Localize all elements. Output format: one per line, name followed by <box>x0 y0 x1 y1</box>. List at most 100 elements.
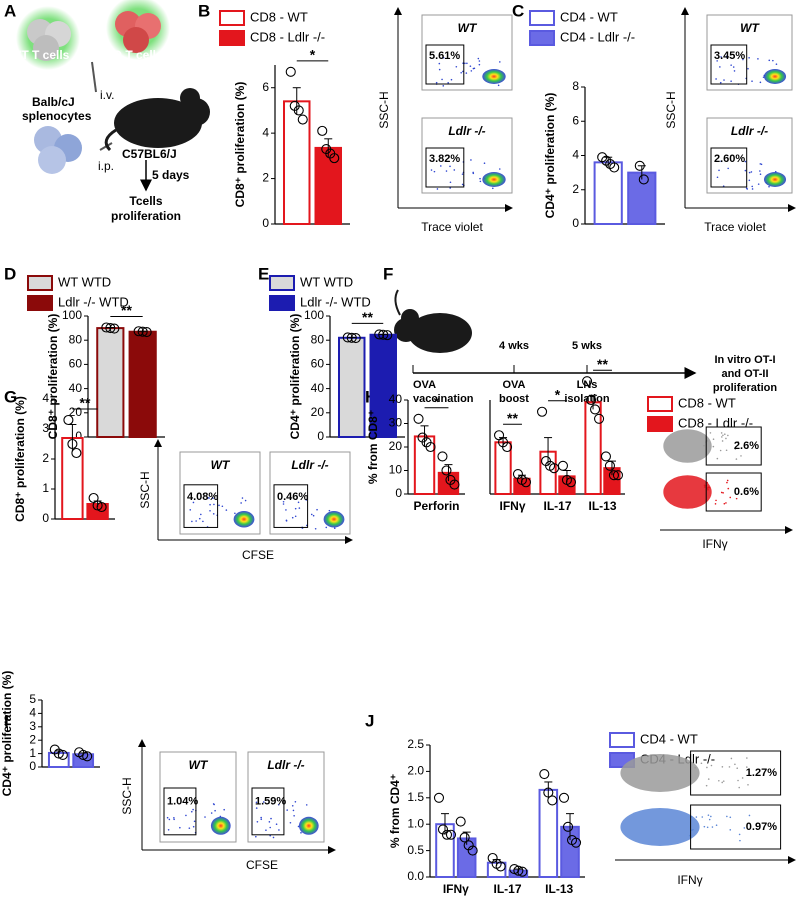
legend-swatch <box>269 295 295 311</box>
legend-swatch <box>529 10 555 26</box>
event-dot <box>168 818 171 821</box>
event-dot <box>190 810 193 813</box>
event-dot <box>747 67 749 70</box>
y-tick-label: 5 <box>29 692 36 706</box>
event-dot <box>310 513 313 516</box>
gate-label: 0.6% <box>734 486 759 498</box>
event-dot <box>723 502 726 505</box>
event-dot <box>715 824 718 827</box>
x-tick-label: IL-13 <box>545 882 573 896</box>
event-dot <box>255 807 258 809</box>
event-dot <box>715 78 717 80</box>
event-dot <box>260 818 263 821</box>
plot-label: WT <box>211 458 231 472</box>
plot-label: Ldlr -/- <box>731 124 768 138</box>
event-dot <box>738 786 741 789</box>
data-point <box>513 865 524 876</box>
y-tick-label: 6 <box>262 80 269 94</box>
data-point <box>517 866 528 877</box>
y-tick-label: 60 <box>311 357 325 371</box>
data-point <box>539 768 550 780</box>
event-dot <box>716 176 719 179</box>
plot-label: Ldlr -/- <box>448 124 485 138</box>
event-dot <box>244 499 247 502</box>
event-dot <box>695 816 698 818</box>
label: Balb/cJ <box>32 95 75 109</box>
event-dot <box>210 812 213 814</box>
label: OVA <box>413 379 436 391</box>
legend-swatch <box>529 30 555 46</box>
event-dot <box>706 481 708 484</box>
gate <box>690 804 782 850</box>
data-point <box>293 105 304 116</box>
event-dot <box>772 59 774 62</box>
event-dot <box>449 187 452 189</box>
event-dot <box>202 520 204 523</box>
event-dot <box>709 432 712 434</box>
event-dot <box>707 486 710 489</box>
label: proliferation <box>713 382 777 394</box>
data-point <box>82 751 93 762</box>
y-tick-label: 10 <box>389 463 403 477</box>
event-dot <box>718 169 720 172</box>
event-dot <box>712 438 715 441</box>
y-axis-label: CD4⁺ proliferation (%) <box>543 93 557 219</box>
data-point <box>609 162 620 173</box>
data-point <box>570 837 582 848</box>
data-point <box>53 748 64 759</box>
event-dot <box>195 520 197 522</box>
event-dot <box>746 766 748 768</box>
event-dot <box>255 801 258 804</box>
data-point <box>565 477 577 488</box>
diagram-f <box>394 289 697 379</box>
event-dot <box>460 71 462 74</box>
data-point <box>520 477 532 488</box>
event-dot <box>720 432 723 434</box>
event-cloud <box>763 172 787 187</box>
bar <box>128 330 157 439</box>
data-point <box>413 413 424 424</box>
event-dot <box>483 162 486 165</box>
event-dot <box>191 520 193 523</box>
data-point <box>441 829 453 840</box>
label: OVA <box>502 379 525 391</box>
event-dot <box>282 503 285 505</box>
label: 5 wks <box>572 340 602 352</box>
event-dot <box>737 441 739 443</box>
legend-label: CD8 - WT <box>678 395 736 410</box>
plot-frame <box>159 751 237 843</box>
label: KO T cells <box>104 48 163 62</box>
legend-swatch <box>27 295 53 311</box>
event-dot <box>748 814 751 817</box>
gate <box>425 147 465 188</box>
event-dot <box>278 829 280 831</box>
event-dot <box>464 62 466 65</box>
y-tick-label: 3 <box>42 421 49 435</box>
event-dot <box>708 818 711 821</box>
event-dot <box>757 183 760 185</box>
data-point <box>536 406 548 417</box>
event-cloud <box>620 754 700 792</box>
event-dot <box>711 826 714 828</box>
y-tick-label: 40 <box>311 381 325 395</box>
data-point <box>425 441 436 453</box>
event-dot <box>737 779 739 782</box>
event-dot <box>478 60 481 62</box>
event-dot <box>300 831 302 834</box>
data-point <box>449 479 460 490</box>
event-dot <box>294 515 297 518</box>
event-dot <box>270 817 272 820</box>
y-tick-label: 6 <box>572 113 579 127</box>
event-dot <box>722 492 724 494</box>
event-dot <box>294 800 297 803</box>
y-tick-label: 4 <box>29 706 36 720</box>
event-dot <box>225 509 228 511</box>
bar <box>283 100 311 225</box>
diagram-a <box>16 0 210 192</box>
plot-label: WT <box>458 21 478 35</box>
event-dot <box>473 67 476 70</box>
gate <box>705 426 762 466</box>
y-tick-label: 1.0 <box>407 816 424 830</box>
data-point <box>63 414 74 426</box>
data-point <box>604 460 616 471</box>
